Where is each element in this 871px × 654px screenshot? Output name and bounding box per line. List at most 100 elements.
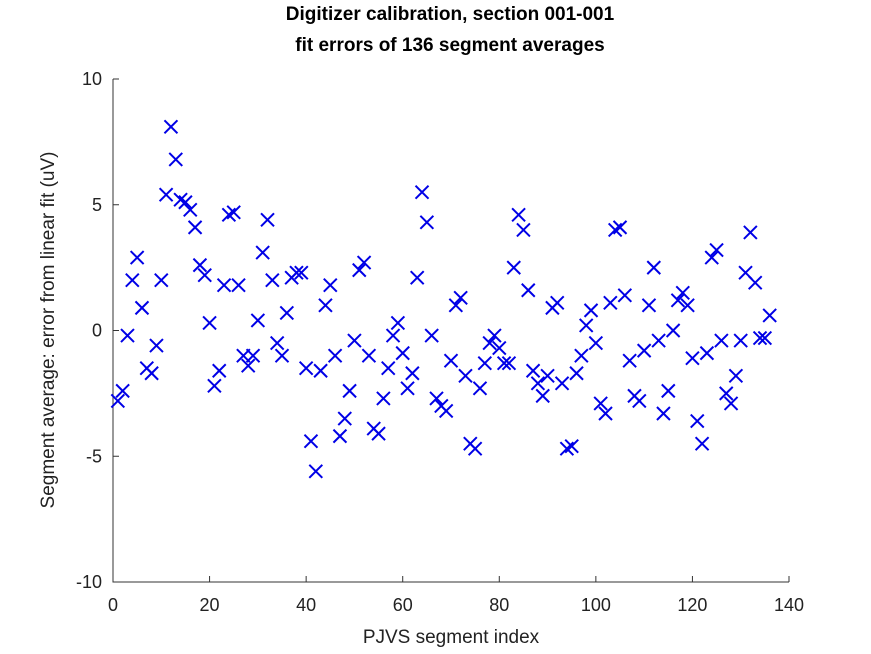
data-point <box>559 441 575 456</box>
data-point <box>332 428 348 444</box>
x-tick-label: 100 <box>581 595 611 615</box>
data-point <box>231 278 246 293</box>
data-point <box>516 222 531 238</box>
data-point <box>371 426 386 441</box>
data-point <box>269 335 285 351</box>
data-point <box>178 195 193 210</box>
data-point <box>110 393 126 409</box>
data-point <box>704 250 719 265</box>
data-point <box>540 368 555 383</box>
data-point <box>212 363 227 378</box>
data-point <box>361 348 377 363</box>
x-axis-label: PJVS segment index <box>363 627 540 648</box>
data-point <box>163 119 179 134</box>
data-point <box>472 381 488 396</box>
data-point <box>327 348 343 363</box>
y-tick-label: 5 <box>92 195 102 215</box>
data-point <box>617 288 633 303</box>
data-point <box>641 298 657 313</box>
data-point <box>578 318 594 333</box>
data-point <box>274 348 290 363</box>
data-point <box>207 378 222 394</box>
data-point <box>458 368 473 383</box>
data-point <box>752 330 768 346</box>
data-point <box>390 315 406 331</box>
data-point <box>197 267 212 283</box>
x-tick-label: 20 <box>200 595 220 615</box>
x-tick-label: 120 <box>677 595 707 615</box>
data-point <box>154 272 169 288</box>
data-point <box>120 328 135 343</box>
data-point <box>303 433 319 449</box>
data-point <box>221 207 237 223</box>
data-point <box>298 361 314 376</box>
data-point <box>661 383 676 399</box>
data-point <box>313 363 328 378</box>
data-point <box>714 333 729 348</box>
y-tick-label: -10 <box>76 572 102 592</box>
data-point <box>294 265 309 280</box>
y-axis: -10 -5 0 5 10 <box>76 69 119 592</box>
x-tick-label: 140 <box>774 595 804 615</box>
data-point <box>535 388 550 404</box>
data-point <box>492 340 507 356</box>
data-point <box>226 205 241 220</box>
data-point <box>723 396 739 411</box>
data-point <box>477 355 493 371</box>
data-point <box>747 275 763 290</box>
data-point <box>690 413 705 429</box>
data-point <box>530 376 546 391</box>
data-point <box>125 272 140 288</box>
data-point <box>506 260 521 275</box>
data-point <box>134 300 150 316</box>
y-tick-label: -5 <box>86 446 102 466</box>
data-point <box>554 376 570 391</box>
data-point <box>443 353 459 368</box>
data-point <box>564 438 579 454</box>
data-point <box>680 298 695 313</box>
data-points <box>110 119 777 479</box>
data-point <box>129 250 145 265</box>
data-point <box>583 303 599 318</box>
data-point <box>550 295 565 311</box>
data-point <box>347 333 362 348</box>
data-point <box>762 308 777 323</box>
data-point <box>424 328 439 343</box>
x-tick-label: 80 <box>489 595 509 615</box>
data-point <box>289 265 304 280</box>
data-point <box>651 333 666 348</box>
data-point <box>250 313 266 328</box>
data-point <box>636 343 652 358</box>
y-tick-label: 10 <box>82 69 102 89</box>
data-point <box>419 215 435 230</box>
data-point <box>438 403 454 419</box>
data-point <box>709 242 724 258</box>
data-point <box>675 285 690 300</box>
data-point <box>622 353 637 368</box>
data-point <box>603 295 618 311</box>
data-point <box>521 283 536 298</box>
data-point <box>569 366 584 381</box>
x-axis: 0 20 40 60 80 100 120 140 <box>108 576 804 615</box>
data-point <box>279 305 295 321</box>
data-point <box>665 323 681 338</box>
data-point <box>144 366 159 381</box>
data-point <box>448 298 464 313</box>
data-point <box>719 386 734 401</box>
data-point <box>429 391 444 406</box>
data-point <box>496 355 512 371</box>
data-point <box>381 361 396 376</box>
chart-title: Digitizer calibration, section 001-001 <box>286 4 615 25</box>
data-point <box>593 396 608 411</box>
data-point <box>743 225 758 240</box>
data-point <box>409 270 425 285</box>
x-tick-label: 40 <box>296 595 316 615</box>
data-point <box>699 345 715 361</box>
data-point <box>342 383 357 399</box>
data-point <box>607 222 623 238</box>
data-point <box>405 366 420 381</box>
data-point <box>216 278 232 293</box>
data-point <box>202 315 217 331</box>
data-point <box>308 464 324 479</box>
data-point <box>115 383 130 399</box>
